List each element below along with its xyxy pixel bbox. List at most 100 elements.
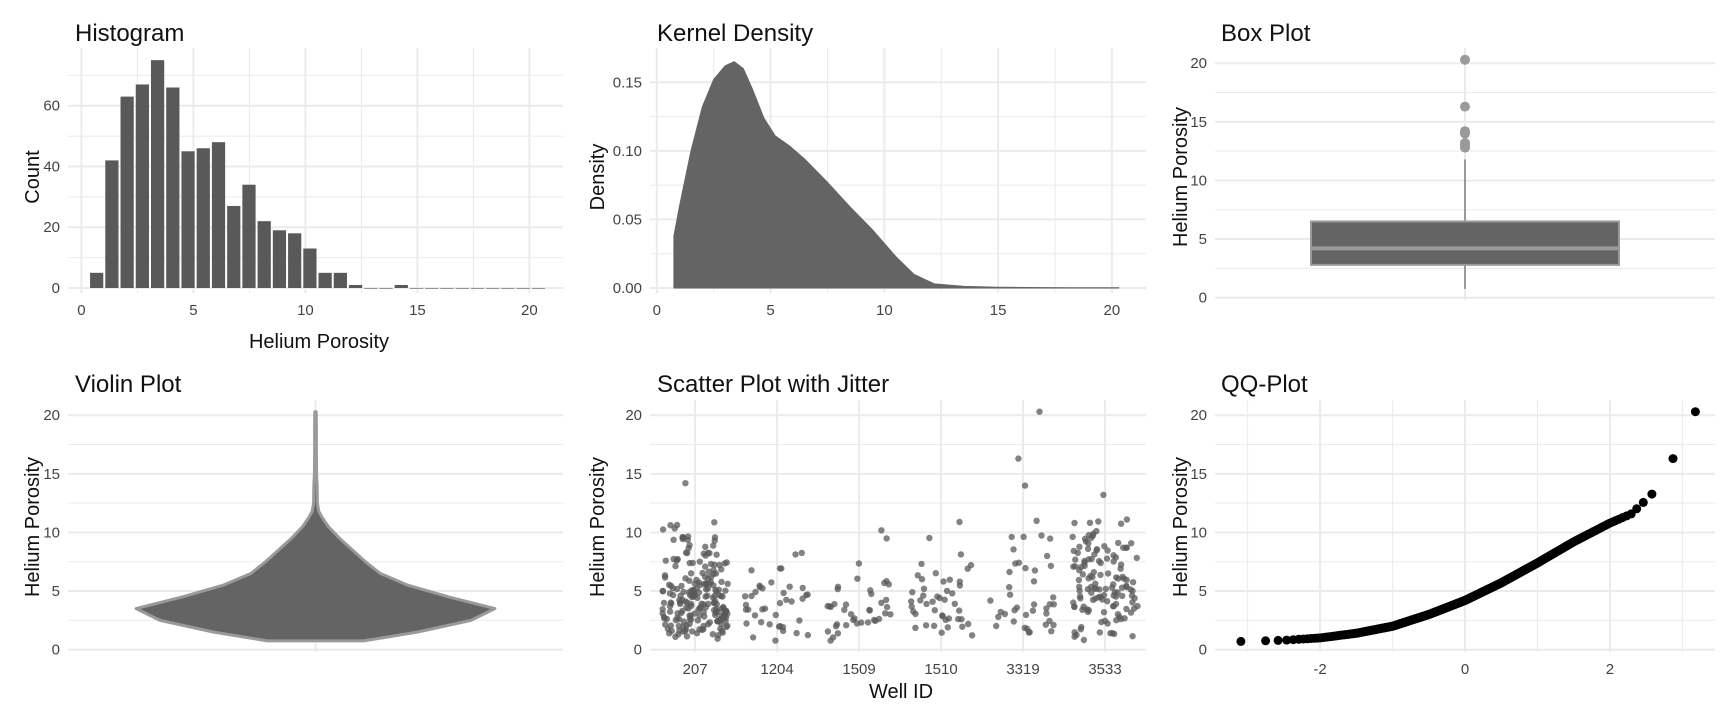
histogram-bar [242,184,256,288]
jitter-point [956,607,963,614]
kde-ytick-label: 0.00 [613,280,642,297]
histogram-ylabel: Count [22,150,44,204]
jitter-point [864,619,872,626]
jitter-ytick-label: 5 [634,583,642,600]
jitter-point [687,616,695,623]
qq-point [1638,497,1648,507]
histogram-xlabel: Helium Porosity [249,331,389,353]
jitter-point [1112,600,1120,608]
jitter-point [1081,562,1088,570]
jitter-point [1123,576,1130,584]
violin-ytick-label: 0 [52,642,60,659]
jitter-point [945,615,953,622]
jitter-point [700,609,707,616]
qq-ytick-label: 10 [1190,524,1207,541]
jitter-point [804,631,812,639]
jitter-point [918,560,925,568]
jitter-point [831,600,838,608]
jitter-point [691,580,698,587]
boxplot-ylabel: Helium Porosity [1170,107,1192,247]
jitter-point [930,622,938,629]
jitter-point [882,610,889,617]
histogram-bar [90,272,104,288]
jitter-point [761,605,769,612]
jitter-point [1078,623,1085,631]
jitter-point [944,624,951,631]
qq-ylabel: Helium Porosity [1170,457,1192,597]
jitter-point [741,593,749,600]
jitter-point [938,629,945,636]
jitter-point [772,611,779,619]
jitter-point [909,589,916,596]
jitter-point [710,566,717,574]
jitter-point [883,578,890,585]
kde-title: Kernel Density [657,20,813,47]
jitter-point [766,621,773,628]
jitter-point [910,608,917,615]
histogram-bar [211,142,226,288]
jitter-point [696,558,703,565]
jitter-point [694,617,702,624]
jitter-point [669,585,677,592]
jitter-point [878,599,885,606]
jitter-point [714,635,721,642]
jitter-point [914,572,921,579]
jitter-point [1129,633,1136,640]
jitter-point [722,617,729,625]
jitter-point [926,534,933,542]
jitter-point [719,629,726,636]
jitter-point [1006,568,1013,576]
jitter-point [711,519,718,526]
jitter-point [834,585,841,593]
jitter-point [742,606,750,613]
jitter-point [920,585,928,592]
jitter-point [759,585,766,592]
histogram-bar [486,288,500,289]
histogram-xtick-label: 5 [189,302,197,319]
jitter-point [1117,520,1125,527]
jitter-point [748,592,755,600]
histogram-bar [364,288,378,289]
jitter-point [934,593,941,600]
jitter-point [1131,595,1138,602]
jitter-point [912,624,919,631]
jitter-point [1129,579,1137,586]
violin-ytick-label: 15 [43,466,60,483]
jitter-point [866,606,873,614]
jitter-xtick-label: 207 [683,661,708,678]
jitter-point [1114,611,1122,618]
jitter-point [1075,576,1083,584]
jitter-point [959,623,966,630]
jitter-point [1070,547,1078,555]
jitter-point [854,575,861,582]
jitter-point [1092,580,1099,587]
violin-panel: 0 5 10 15 20 [43,400,563,659]
jitter-point [672,633,679,640]
jitter-point [987,597,994,604]
histogram-bar [516,288,530,289]
jitter-point [660,599,668,607]
jitter-point [714,618,721,625]
jitter-point [1047,562,1055,570]
qq-point [1668,454,1678,464]
jitter-point [956,518,963,526]
jitter-point [931,607,938,614]
qq-xtick-label: 0 [1461,661,1469,678]
jitter-point [883,535,890,542]
jitter-point [680,588,687,596]
jitter-point [1101,543,1108,550]
jitter-point [722,587,729,594]
boxplot-box [1310,220,1620,266]
jitter-point [1107,630,1114,637]
jitter-point [1093,546,1101,553]
jitter-point [718,566,725,573]
kde-xtick-label: 0 [653,302,661,319]
jitter-point [843,622,850,629]
violin-shape [134,410,497,643]
jitter-point [672,562,679,570]
jitter-point [702,563,709,570]
histogram-bar [409,288,424,289]
histogram-bar [501,288,515,289]
jitter-point [1088,555,1095,563]
jitter-point [786,583,793,590]
